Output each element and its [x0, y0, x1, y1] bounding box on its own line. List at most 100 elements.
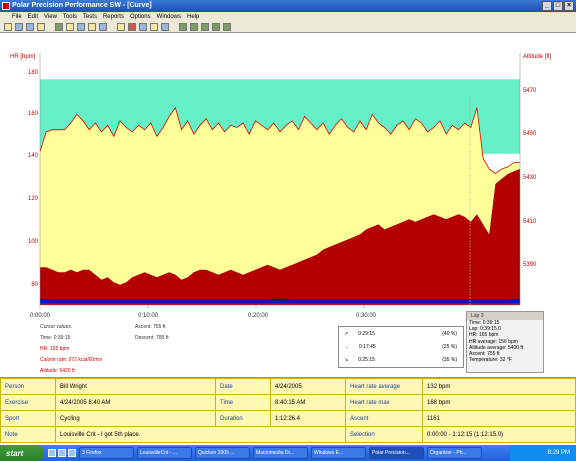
quicklaunch-icon[interactable] — [48, 449, 56, 457]
zone-below: ↘ 0:25:15 (35 %) — [339, 353, 463, 366]
menu-tools[interactable]: Tools — [62, 14, 77, 20]
speed-band-label: 0.0 km — [272, 297, 287, 303]
chart-icon-3[interactable] — [201, 23, 209, 31]
stopwatch-icon[interactable] — [139, 23, 147, 31]
y-left-tick: 100 — [27, 239, 38, 245]
taskbar-item[interactable]: 3 Firefox — [79, 447, 134, 459]
close-button[interactable]: × — [564, 1, 574, 11]
zone-above: ↗ 0:29:15 (40 %) — [339, 327, 463, 340]
heart-icon[interactable] — [128, 23, 136, 31]
selection-label: Selection — [345, 426, 423, 443]
menu-view[interactable]: View — [44, 14, 57, 20]
cursor-time: Time: 0:39:15 — [40, 335, 71, 341]
zone-percent: (25 %) — [442, 343, 457, 350]
chart-icon-4[interactable] — [212, 23, 220, 31]
y-left-tick: 180 — [27, 70, 38, 76]
window-title-bar: Polar Precision Performance SW - [Curve]… — [0, 0, 576, 12]
curve-chart[interactable]: 0.0 km — [0, 33, 576, 323]
quicklaunch-icon[interactable] — [58, 449, 66, 457]
time-value[interactable]: 8:40:15 AM — [270, 394, 346, 411]
menu-file[interactable]: File — [12, 14, 22, 20]
y-left-tick: 120 — [27, 196, 38, 202]
menu-options[interactable]: Options — [129, 14, 151, 20]
taskbar-item[interactable]: Organizer - Ph... — [427, 447, 482, 459]
clock: 8:29 PM — [547, 450, 570, 456]
lap-line: Ascent: 755 ft — [469, 351, 500, 358]
bike-icon[interactable] — [150, 23, 158, 31]
folder-icon[interactable] — [66, 23, 74, 31]
menu-tests[interactable]: Tests — [82, 14, 97, 20]
sport-value[interactable]: Cycling — [55, 410, 216, 427]
zone-time: 0:25:15 — [358, 356, 375, 363]
duration-value[interactable]: 1:12:26.4 — [270, 410, 346, 427]
chart-icon-2[interactable] — [190, 23, 198, 31]
ascent-value[interactable]: 1161 — [422, 410, 576, 427]
y-left-tick: 80 — [31, 282, 38, 288]
taskbar-item-active[interactable]: Polar Precision... — [369, 447, 424, 459]
maximize-button[interactable]: □ — [553, 1, 563, 11]
chart-icon-1[interactable] — [179, 23, 187, 31]
y-left-tick: 140 — [27, 153, 38, 159]
quicklaunch-icon[interactable] — [68, 449, 76, 457]
zone-time: 0:17:45 — [359, 343, 376, 350]
cursor-hr: HR: 165 bpm — [40, 346, 70, 352]
lap-info-panel: Lap 3 Time: 0:39:15 Lap: 0:39:15.0 HR: 1… — [466, 311, 544, 373]
zone-percent: (35 %) — [442, 356, 457, 363]
date-label: Date — [215, 378, 271, 395]
menu-bar: File Edit View Tools Tests Reports Optio… — [0, 12, 576, 22]
taskbar-item[interactable]: Macromedia Dr... — [253, 447, 308, 459]
open-folder-icon[interactable] — [4, 23, 12, 31]
y-right-axis-label: Altitude [ft] — [523, 54, 552, 60]
hr-max-value[interactable]: 168 bpm — [422, 394, 576, 411]
zone-summary: ↗ 0:29:15 (40 %) → 0:17:45 (25 %) ↘ 0:25… — [338, 326, 464, 368]
note-value[interactable]: Louisville Crit - I got 5th place. — [55, 426, 346, 443]
system-tray: 8:29 PM — [510, 445, 576, 461]
exercise-value[interactable]: 4/24/2005 8:40 AM — [55, 394, 216, 411]
taskbar-item[interactable]: LouisvilleCrit - ... — [137, 447, 192, 459]
save-icon[interactable] — [15, 23, 23, 31]
zone-in: → 0:17:45 (25 %) — [339, 340, 463, 353]
date-value[interactable]: 4/24/2005 — [270, 378, 346, 395]
y-right-tick: 5390 — [523, 262, 537, 268]
menu-reports[interactable]: Reports — [102, 14, 124, 20]
taskbar-item[interactable]: Windows E... — [311, 447, 366, 459]
y-right-tick: 5450 — [523, 131, 537, 137]
selection-value[interactable]: 0:00:00 - 1:12:15 (1:12:15.0) — [422, 426, 576, 443]
y-right-tick: 5410 — [523, 219, 537, 225]
list-icon[interactable] — [77, 23, 85, 31]
exercise-icon[interactable] — [99, 23, 107, 31]
x-tick: 0:00:00 — [30, 313, 51, 319]
start-button[interactable]: start — [0, 445, 44, 461]
ascent-label: Ascent — [345, 410, 423, 427]
lap-line: Temperature: 32 °F — [469, 357, 512, 364]
taskbar: start 3 Firefox LouisvilleCrit - ... Qui… — [0, 445, 576, 461]
cursor-altitude: Altitude: 5420 ft — [40, 368, 75, 374]
cursor-values: Cursor values: Time: 0:39:15 HR: 165 bpm… — [40, 322, 102, 377]
print-preview-icon[interactable] — [26, 23, 34, 31]
menu-edit[interactable]: Edit — [27, 14, 39, 20]
x-tick: 0:10:00 — [138, 313, 159, 319]
duration-label: Duration — [215, 410, 271, 427]
sport-label: Sport — [0, 410, 56, 427]
time-label: Time — [215, 394, 271, 411]
hr-average-value[interactable]: 132 bpm — [422, 378, 576, 395]
cursor-header: Cursor values: — [40, 324, 73, 330]
lap-header: Lap 3 — [467, 312, 543, 320]
person-value[interactable]: Bill Wright — [55, 378, 216, 395]
menu-help[interactable]: Help — [187, 14, 200, 20]
zoom-icon[interactable] — [117, 23, 125, 31]
taskbar-item[interactable]: Quicken 2005 ... — [195, 447, 250, 459]
window-title: Polar Precision Performance SW - [Curve] — [12, 2, 152, 9]
cursor-calorie-rate: Calorie rate: 972 kcal/60min — [40, 357, 103, 363]
arrow-right-icon: → — [344, 343, 349, 350]
menu-windows[interactable]: Windows — [156, 14, 181, 20]
chart-icon-5[interactable] — [223, 23, 231, 31]
minimize-button[interactable]: _ — [542, 1, 552, 11]
calendar-icon[interactable] — [88, 23, 96, 31]
arrow-down-icon: ↘ — [344, 356, 349, 363]
print-icon[interactable] — [37, 23, 45, 31]
person-label: Person — [0, 378, 56, 395]
globe-icon[interactable] — [55, 23, 63, 31]
zone-percent: (40 %) — [442, 330, 457, 337]
person-icon[interactable] — [161, 23, 169, 31]
